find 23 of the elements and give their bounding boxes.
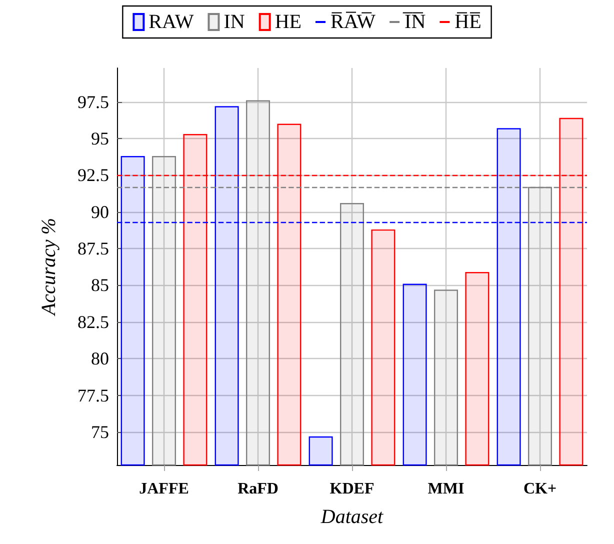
y-tick-label: 95 bbox=[91, 128, 109, 148]
legend-label: RAW bbox=[148, 11, 194, 33]
legend-label: HE bbox=[274, 11, 302, 33]
legend-label: R̅A̅W̅ bbox=[330, 11, 376, 33]
y-tick-label: 97.5 bbox=[78, 92, 109, 112]
x-tick-label: RaFD bbox=[238, 480, 278, 498]
y-tick-label: 75 bbox=[91, 422, 109, 442]
x-tick-label: KDEF bbox=[330, 480, 374, 498]
x-tick-label: JAFFE bbox=[139, 480, 189, 498]
y-tick-label: 87.5 bbox=[78, 238, 109, 259]
legend-label: I̅N̅ bbox=[402, 11, 426, 33]
legend-label: IN bbox=[224, 11, 245, 33]
legend-label: H̅E̅ bbox=[454, 11, 482, 33]
y-tick-label: 77.5 bbox=[78, 385, 109, 406]
y-tick-label: 80 bbox=[91, 348, 109, 369]
y-axis-title: Accuracy % bbox=[38, 218, 60, 318]
x-tick-label: MMI bbox=[428, 480, 464, 498]
y-tick-label: 85 bbox=[91, 275, 109, 296]
y-tick-label: 90 bbox=[91, 202, 109, 222]
x-axis-title: Dataset bbox=[320, 506, 384, 528]
x-tick-label: CK+ bbox=[523, 480, 557, 498]
y-tick-label: 82.5 bbox=[78, 312, 109, 332]
y-tick-label: 92.5 bbox=[78, 165, 109, 186]
